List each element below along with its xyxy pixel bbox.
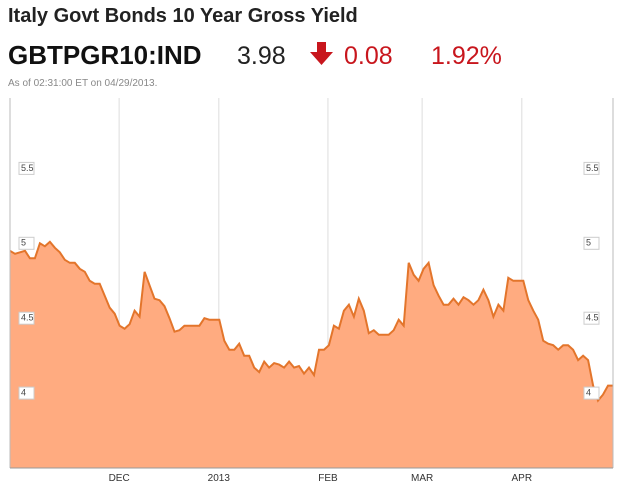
tick-box: [18, 386, 35, 400]
price: 3.98: [237, 42, 286, 70]
tick-box: [18, 311, 35, 325]
line: [9, 240, 613, 403]
x-tick-label: FEB: [318, 473, 338, 484]
tick-box: [583, 161, 600, 175]
plot: 4 4 4.5 4.5 5 5 5.5 5.5 DEC 2013 FEB MAR APR: [9, 98, 614, 484]
title: Italy Govt Bonds 10 Year Gross Yield: [8, 5, 358, 27]
x-tick-label: APR: [512, 473, 533, 484]
timestamp: As of 02:31:00 ET on 04/29/2013.: [8, 78, 157, 89]
y-tick-label-left: 4.5: [21, 313, 34, 323]
y-tick-label-left: 4: [21, 387, 26, 397]
y-tick-label-right: 5.5: [586, 163, 599, 173]
y-tick-label-left: 5.5: [21, 163, 34, 173]
down-arrow: [310, 42, 333, 65]
x-tick-label: DEC: [109, 473, 130, 484]
tick-box: [583, 236, 600, 250]
y-tick-label-right: 4.5: [586, 313, 599, 323]
x-tick-label: MAR: [411, 473, 433, 484]
x-tick-label: 2013: [208, 473, 231, 484]
y-tick-label-right: 4: [586, 387, 591, 397]
tick-box: [18, 236, 35, 250]
tick-box: [18, 161, 35, 175]
y-tick-label-left: 5: [21, 238, 26, 248]
ticker: GBTPGR10:IND: [8, 40, 202, 70]
y-tick-label-right: 5: [586, 238, 591, 248]
area: [10, 241, 613, 468]
tick-box: [583, 311, 600, 325]
tick-box: [583, 386, 600, 400]
change: 0.08: [344, 42, 393, 70]
change-percent: 1.92%: [431, 42, 502, 70]
